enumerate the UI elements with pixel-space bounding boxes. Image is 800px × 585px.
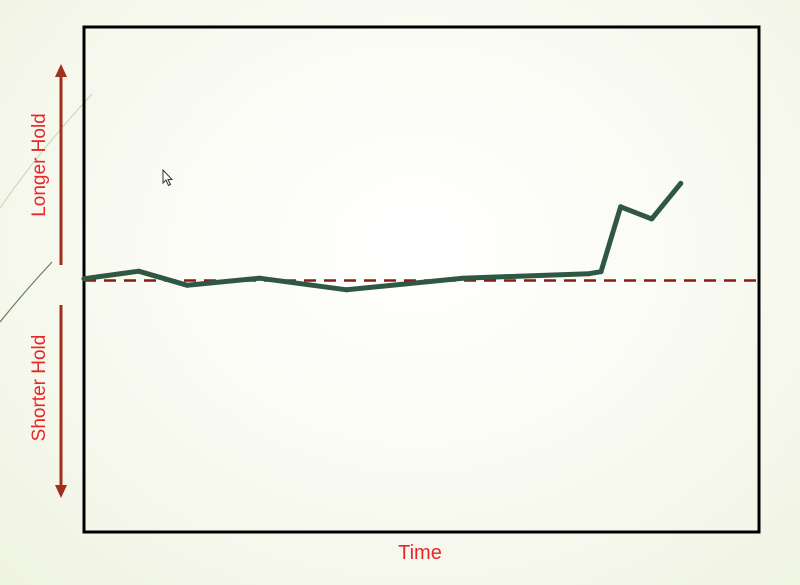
data-point-6 [586, 271, 592, 277]
data-point-4 [344, 287, 350, 293]
decorative-lines [0, 93, 93, 323]
data-point-3 [257, 275, 262, 281]
shorter-hold-label: Shorter Hold [29, 335, 50, 442]
data-point-8 [618, 204, 624, 210]
series-points [81, 180, 684, 293]
mouse-pointer-icon [162, 168, 174, 187]
data-point-7 [598, 269, 604, 275]
data-point-1 [136, 268, 142, 274]
data-point-0 [81, 276, 87, 282]
data-point-10 [678, 180, 684, 186]
data-point-9 [649, 216, 655, 222]
x-axis-label: Time [398, 542, 442, 564]
data-point-2 [184, 282, 190, 288]
longer-hold-label: Longer Hold [29, 113, 50, 217]
longer-hold-arrow [55, 64, 67, 265]
shorter-hold-arrow [55, 305, 67, 498]
data-point-5 [460, 275, 466, 281]
